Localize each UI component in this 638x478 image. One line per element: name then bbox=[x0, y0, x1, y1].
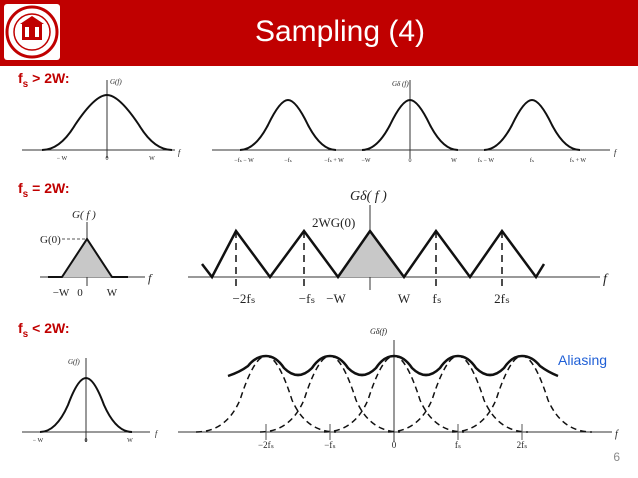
case2-left-tick-neg-w: −W bbox=[53, 287, 70, 299]
case3-left-ylabel: G(f) bbox=[68, 358, 80, 366]
case3-right-ylabel: Gδ(f) bbox=[370, 327, 387, 336]
case-label-oversampling: fs > 2W: bbox=[18, 70, 70, 90]
case3-left-tick-w: W bbox=[127, 438, 133, 444]
case3-left-xlabel: f bbox=[155, 429, 159, 438]
case1-tick-neg-fs-minus-w: −fₛ − W bbox=[234, 157, 254, 164]
case1-tick-fs-plus-w: fₛ + W bbox=[570, 157, 587, 164]
case3-tick-neg-fs: −fₛ bbox=[324, 440, 335, 450]
slide-header: Sampling (4) bbox=[0, 0, 638, 66]
case3-tick-neg-2fs: −2fₛ bbox=[258, 440, 274, 450]
case1-tick-zero: 0 bbox=[409, 158, 412, 164]
slide-title: Sampling (4) bbox=[254, 15, 426, 48]
case2-tick-neg-w: −W bbox=[326, 291, 346, 306]
case1-tick-w: W bbox=[451, 158, 457, 164]
case2-baseband-plot: G( f ) G(0) f −W 0 W bbox=[40, 209, 153, 299]
case3-left-tick-neg-w: − W bbox=[33, 438, 44, 444]
case2-left-xlabel: f bbox=[148, 271, 153, 285]
case2-left-tick-zero: 0 bbox=[77, 287, 83, 299]
case2-tick-fs: fₛ bbox=[432, 291, 441, 306]
case3-sampled-plot: Gδ(f) f −2fₛ −fₛ 0 fₛ 2fₛ bbox=[178, 327, 619, 450]
case3-tick-zero: 0 bbox=[392, 440, 397, 450]
case2-left-peak-label: G(0) bbox=[40, 234, 61, 246]
case3-baseband-plot: G(f) f − W 0 W bbox=[22, 358, 159, 444]
case1-tick-neg-fs-plus-w: −fₛ + W bbox=[324, 157, 344, 164]
case1-left-tick-neg-w: − W bbox=[57, 156, 68, 162]
case1-left-xlabel: f bbox=[178, 148, 182, 157]
case1-left-tick-zero: 0 bbox=[106, 156, 109, 162]
case1-left-tick-w: W bbox=[149, 156, 155, 162]
case-label-nyquist: fs = 2W: bbox=[18, 180, 70, 200]
case3-right-xlabel: f bbox=[615, 429, 619, 440]
case2-left-tick-w: W bbox=[107, 287, 118, 299]
case1-tick-neg-fs: −fₛ bbox=[284, 157, 292, 164]
case1-sampled-plot: Gδ (f) f −fₛ − W −fₛ −fₛ + W −W 0 W fₛ −… bbox=[212, 80, 618, 164]
aliasing-annotation: Aliasing bbox=[558, 352, 608, 368]
case-label-undersampling: fs < 2W: bbox=[18, 320, 70, 340]
case2-sampled-plot: Gδ( f ) 2WG(0) f −2fₛ −fₛ −W W fₛ 2fₛ bbox=[188, 189, 609, 306]
case1-baseband-plot: G(f) f − W 0 W bbox=[22, 78, 182, 162]
case2-right-xlabel: f bbox=[603, 272, 609, 287]
case3-tick-2fs: 2fₛ bbox=[517, 440, 528, 450]
case2-tick-w: W bbox=[398, 291, 411, 306]
case1-right-xlabel: f bbox=[614, 148, 618, 157]
case2-left-ylabel: G( f ) bbox=[72, 209, 96, 221]
case2-tick-2fs: 2fₛ bbox=[494, 291, 510, 306]
case3-tick-fs: fₛ bbox=[455, 440, 461, 450]
case2-right-peak-label: 2WG(0) bbox=[312, 215, 355, 230]
case1-left-ylabel: G(f) bbox=[110, 78, 122, 86]
case1-tick-fs-minus-w: fₛ − W bbox=[478, 157, 495, 164]
case2-tick-neg-fs: −fₛ bbox=[299, 291, 316, 306]
case3-left-tick-zero: 0 bbox=[85, 438, 88, 444]
case1-tick-fs: fₛ bbox=[530, 157, 534, 164]
case1-right-ylabel: Gδ (f) bbox=[392, 80, 409, 88]
page-number: 6 bbox=[613, 450, 620, 464]
case2-tick-neg-2fs: −2fₛ bbox=[232, 291, 255, 306]
case1-tick-neg-w: −W bbox=[361, 158, 370, 164]
case2-right-ylabel: Gδ( f ) bbox=[350, 189, 387, 204]
university-seal-icon bbox=[4, 4, 60, 60]
